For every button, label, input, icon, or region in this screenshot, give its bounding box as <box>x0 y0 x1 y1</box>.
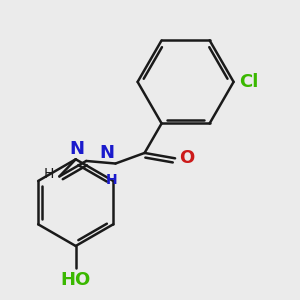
Text: H: H <box>105 173 117 187</box>
Text: Cl: Cl <box>239 73 259 91</box>
Text: H: H <box>44 167 54 181</box>
Text: HO: HO <box>61 272 91 290</box>
Text: N: N <box>70 140 85 158</box>
Text: N: N <box>99 144 114 162</box>
Text: O: O <box>179 149 194 167</box>
